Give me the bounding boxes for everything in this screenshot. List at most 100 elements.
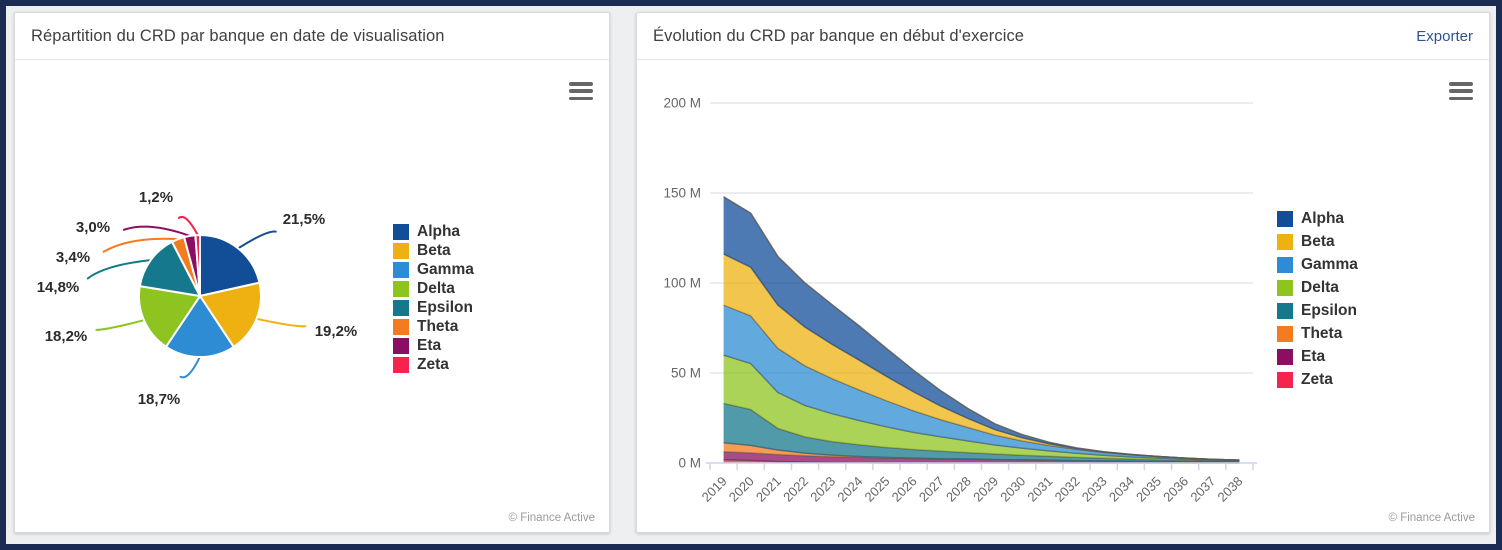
legend-swatch-icon — [1277, 371, 1293, 388]
legend-swatch-icon — [1277, 325, 1293, 342]
x-axis-label: 2037 — [1187, 474, 1218, 505]
legend-swatch-icon — [393, 318, 409, 335]
legend-label: Eta — [1301, 347, 1326, 365]
pie-slice-beta[interactable] — [199, 281, 262, 348]
legend-item-eta[interactable]: Eta — [1277, 345, 1358, 368]
hamburger-menu-icon — [1449, 89, 1473, 93]
legend-label: Beta — [1301, 232, 1335, 250]
legend-item-beta[interactable]: Beta — [1277, 230, 1358, 253]
x-axis-label: 2019 — [699, 474, 730, 505]
x-axis-label: 2027 — [916, 474, 947, 505]
legend-item-theta[interactable]: Theta — [393, 317, 474, 336]
pie-datalabel-epsilon: 14,8% — [37, 279, 80, 296]
pie-slice-alpha[interactable] — [199, 234, 261, 297]
legend-item-theta[interactable]: Theta — [1277, 322, 1358, 345]
x-axis-label: 2033 — [1079, 474, 1110, 505]
pie-datalabel-alpha: 21,5% — [283, 211, 326, 228]
pie-panel-title: Répartition du CRD par banque en date de… — [31, 26, 445, 45]
area-band-gamma[interactable] — [723, 305, 1240, 461]
legend-label: Zeta — [1301, 370, 1333, 388]
legend-item-beta[interactable]: Beta — [393, 241, 474, 260]
legend-label: Alpha — [1301, 209, 1345, 227]
area-band-epsilon[interactable] — [723, 403, 1240, 463]
pie-connector — [102, 237, 179, 253]
legend-item-delta[interactable]: Delta — [1277, 276, 1358, 299]
legend-item-epsilon[interactable]: Epsilon — [1277, 299, 1358, 322]
pie-connector — [237, 230, 277, 250]
legend-label: Gamma — [417, 260, 474, 278]
context-menu-button[interactable] — [569, 82, 593, 100]
legend-item-delta[interactable]: Delta — [393, 279, 474, 298]
hamburger-menu-icon — [1449, 82, 1473, 86]
legend-swatch-icon — [1277, 256, 1293, 273]
legend-swatch-icon — [393, 299, 409, 316]
legend-label: Epsilon — [417, 298, 473, 316]
legend-label: Delta — [417, 279, 455, 297]
export-link[interactable]: Exporter — [1416, 27, 1473, 45]
page-background: Répartition du CRD par banque en date de… — [6, 6, 1496, 544]
legend-label: Theta — [417, 317, 459, 335]
pie-slice-delta[interactable] — [138, 285, 201, 348]
pie-chart: 21,5% 19,2% 18,7% 18,2% 14,8% 3,4% 3,0% 1,2% — [37, 189, 358, 408]
x-axis-label: 2032 — [1052, 474, 1083, 505]
legend-item-eta[interactable]: Eta — [393, 336, 474, 355]
legend-label: Delta — [1301, 278, 1339, 296]
legend-label: Epsilon — [1301, 301, 1357, 319]
legend-item-alpha[interactable]: Alpha — [393, 222, 474, 241]
area-panel-title: Évolution du CRD par banque en début d'e… — [653, 26, 1025, 45]
pie-slice-gamma[interactable] — [165, 295, 235, 359]
legend-label: Eta — [417, 336, 442, 354]
pie-connector — [122, 225, 191, 237]
area-band-delta[interactable] — [723, 355, 1240, 462]
axes — [706, 462, 1257, 470]
legend-item-zeta[interactable]: Zeta — [1277, 368, 1358, 391]
pie-connectors — [86, 216, 307, 379]
copyright-credit: © Finance Active — [1388, 512, 1475, 524]
x-axis-label: 2036 — [1160, 474, 1191, 505]
pie-slice-zeta[interactable] — [194, 234, 201, 297]
area-panel-body: 0 M 50 M 100 M 150 M 200 M 2019 2020 2021 2022 20… — [637, 60, 1489, 530]
pie-panel-header: Répartition du CRD par banque en date de… — [15, 13, 609, 60]
pie-connector — [255, 317, 307, 328]
x-axis-label: 2038 — [1214, 474, 1245, 505]
area-band-beta[interactable] — [723, 254, 1240, 461]
pie-panel: Répartition du CRD par banque en date de… — [14, 12, 610, 533]
legend-swatch-icon — [1277, 302, 1293, 319]
y-axis-label: 100 M — [663, 276, 701, 291]
area-band-eta[interactable] — [723, 451, 1240, 463]
x-axis-label: 2031 — [1024, 474, 1055, 505]
hamburger-menu-icon — [1449, 96, 1473, 100]
legend-swatch-icon — [393, 242, 409, 259]
legend-swatch-icon — [393, 261, 409, 278]
area-panel-header: Évolution du CRD par banque en début d'e… — [637, 13, 1489, 60]
legend-swatch-icon — [393, 280, 409, 297]
legend-label: Theta — [1301, 324, 1343, 342]
context-menu-button[interactable] — [1449, 82, 1473, 100]
pie-datalabel-delta: 18,2% — [45, 328, 88, 345]
x-axis-label: 2022 — [780, 474, 811, 505]
legend-swatch-icon — [1277, 210, 1293, 227]
legend-item-alpha[interactable]: Alpha — [1277, 207, 1358, 230]
legend-item-gamma[interactable]: Gamma — [1277, 253, 1358, 276]
legend-label: Alpha — [417, 222, 461, 240]
y-axis-label: 50 M — [671, 366, 701, 381]
pie-datalabel-beta: 19,2% — [315, 323, 358, 340]
x-axis-label: 2029 — [970, 474, 1001, 505]
legend-item-gamma[interactable]: Gamma — [393, 260, 474, 279]
legend-item-epsilon[interactable]: Epsilon — [393, 298, 474, 317]
x-axis-label: 2030 — [997, 474, 1028, 505]
area-series — [723, 196, 1240, 464]
legend-swatch-icon — [393, 356, 409, 373]
legend-item-zeta[interactable]: Zeta — [393, 355, 474, 374]
pie-legend: Alpha Beta Gamma Delta Epsilon Theta Eta Zeta — [393, 222, 474, 374]
pie-slices — [138, 234, 262, 359]
hamburger-menu-icon — [569, 96, 593, 100]
y-axis-label: 200 M — [663, 96, 701, 111]
pie-slice-epsilon[interactable] — [138, 240, 201, 297]
x-axis-label: 2028 — [943, 474, 974, 505]
x-axis-label: 2023 — [807, 474, 838, 505]
legend-label: Beta — [417, 241, 451, 259]
area-legend: Alpha Beta Gamma Delta Epsilon Theta Eta Zeta — [1277, 207, 1358, 391]
area-band-alpha[interactable] — [723, 196, 1240, 461]
